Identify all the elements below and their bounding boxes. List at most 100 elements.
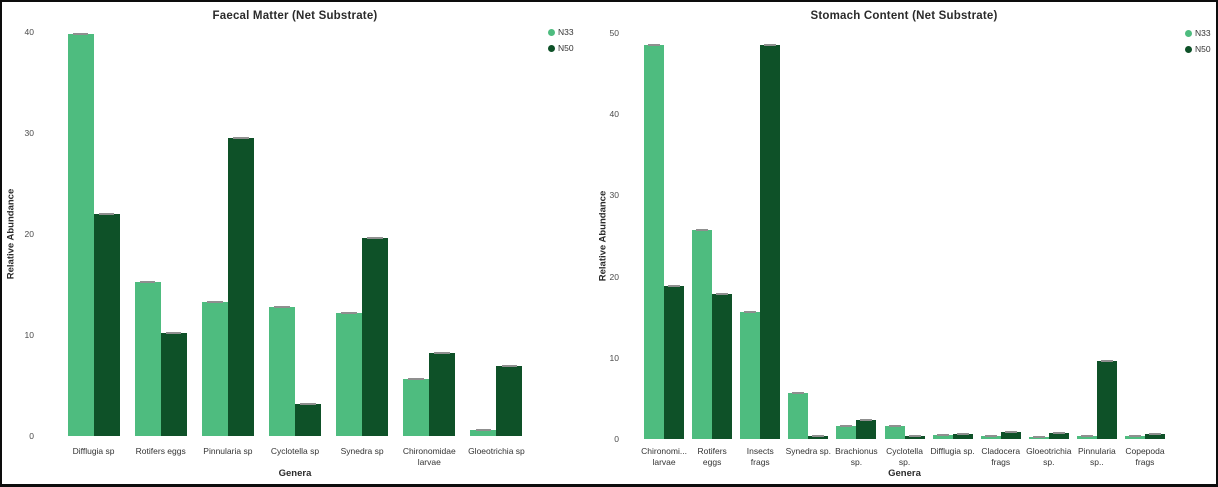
bar-group [329, 32, 396, 436]
bar-group [832, 33, 880, 439]
bar-n33 [67, 33, 94, 436]
y-axis-tick-label: 0 [29, 431, 34, 441]
error-bar-cap [434, 352, 451, 355]
error-bar-cap [744, 310, 757, 313]
bar-group [194, 32, 261, 436]
bar-group [1073, 33, 1121, 439]
x-axis-category-label: Gloeotrichia sp [468, 446, 525, 456]
y-axis-title: Relative Abundance [597, 190, 609, 282]
bar-n33 [740, 310, 761, 439]
legend-swatch-icon [1185, 45, 1192, 53]
error-bar-cap [1148, 433, 1161, 436]
bar-n33 [470, 428, 497, 436]
bar-n50 [1048, 432, 1069, 439]
legend-label: N33 [558, 27, 574, 37]
x-axis-category-label: Synedra sp [340, 446, 384, 456]
x-axis-labels: Chironomi... larvae Rotifers eggs Insects … [640, 446, 1169, 468]
x-axis-title: Genera [278, 468, 312, 479]
y-axis-tick-label: 40 [609, 109, 619, 120]
bar-groups [640, 33, 1169, 439]
bar-n50 [904, 434, 925, 439]
bar-group [784, 33, 832, 439]
legend-label: N33 [1195, 28, 1211, 38]
error-bar-cap [274, 305, 290, 308]
legend-item-n50[interactable]: N50 [548, 43, 574, 53]
error-bar-cap [341, 311, 357, 314]
y-axis-tick-label: 10 [24, 330, 34, 340]
x-axis-category-label: Pinnularia sp [203, 446, 253, 456]
legend-item-n50[interactable]: N50 [1185, 44, 1211, 54]
error-bar-cap [888, 425, 901, 428]
error-bar-cap [696, 229, 709, 232]
bar-group [127, 32, 194, 436]
error-bar-cap [1004, 430, 1017, 433]
error-bar-cap [165, 331, 182, 334]
bar-group [396, 32, 463, 436]
x-axis-category-label: Gloeotrichia sp. [1026, 446, 1072, 467]
bar-n33 [1076, 434, 1097, 439]
x-axis-category-label: Pinnularia sp.. [1077, 446, 1116, 467]
chart-title: Stomach Content (Net Substrate) [810, 10, 998, 22]
legend-item-n33[interactable]: N33 [1185, 28, 1211, 38]
error-bar-cap [668, 285, 681, 288]
x-axis-category-label: Difflugia sp. [930, 446, 975, 456]
x-axis-category-label: Cladocera frags [981, 446, 1021, 467]
error-bar-cap [408, 378, 425, 381]
legend-swatch-icon [548, 44, 555, 52]
bar-n50 [160, 331, 187, 436]
bar-n50 [664, 285, 685, 439]
x-axis-category-label: Synedra sp. [785, 446, 832, 456]
error-bar-cap [716, 292, 729, 295]
error-bar-cap [139, 281, 156, 284]
error-bar-cap [1032, 435, 1045, 438]
bar-n33 [1028, 435, 1049, 439]
bar-n33 [134, 281, 161, 436]
bar-groups [60, 32, 530, 436]
bar-group [60, 32, 127, 436]
bar-group [1025, 33, 1073, 439]
bar-group [261, 32, 328, 436]
x-axis-labels: Difflugia sp Rotifers eggs Pinnularia sp Cy… [60, 446, 530, 468]
error-bar-cap [648, 44, 661, 47]
bar-n50 [362, 237, 389, 436]
error-bar-cap [860, 419, 873, 422]
y-axis-tick-label: 40 [24, 27, 34, 37]
error-bar-cap [936, 433, 949, 436]
bar-n50 [760, 44, 781, 439]
error-bar-cap [233, 137, 249, 140]
error-bar-cap [367, 237, 383, 240]
bar-n33 [980, 434, 1001, 439]
bar-n50 [856, 419, 877, 439]
bar-n50 [294, 402, 321, 436]
bar-n33 [836, 425, 857, 439]
legend-label: N50 [1195, 44, 1211, 54]
legend-item-n33[interactable]: N33 [548, 27, 574, 37]
error-bar-cap [908, 434, 921, 437]
error-bar-cap [1080, 434, 1093, 437]
bar-group [977, 33, 1025, 439]
error-bar-cap [1100, 360, 1113, 363]
bar-group [880, 33, 928, 439]
x-axis-category-label: Cyclotella sp. [886, 446, 923, 467]
error-bar-cap [1052, 432, 1065, 435]
error-bar-cap [764, 44, 777, 47]
y-axis-tick-label: 0 [614, 434, 619, 444]
bar-n50 [496, 365, 523, 436]
legend-swatch-icon [1185, 29, 1192, 37]
error-bar-cap [475, 428, 492, 431]
chart-title: Faecal Matter (Net Substrate) [212, 10, 378, 22]
x-axis-category-label: Cyclotella sp [270, 446, 320, 456]
error-bar-cap [501, 365, 518, 368]
bar-n50 [1000, 430, 1021, 439]
bar-n50 [808, 434, 829, 439]
y-axis-title: Relative Abundance [5, 188, 17, 280]
error-bar-cap [812, 434, 825, 437]
x-axis-category-label: Rotifers eggs [697, 446, 727, 467]
bar-n33 [644, 44, 665, 439]
error-bar-cap [98, 212, 115, 215]
x-axis-title: Genera [888, 468, 921, 479]
bar-n33 [692, 229, 713, 439]
bar-n33 [403, 378, 430, 436]
x-axis-category-label: Insects frags [746, 446, 774, 467]
